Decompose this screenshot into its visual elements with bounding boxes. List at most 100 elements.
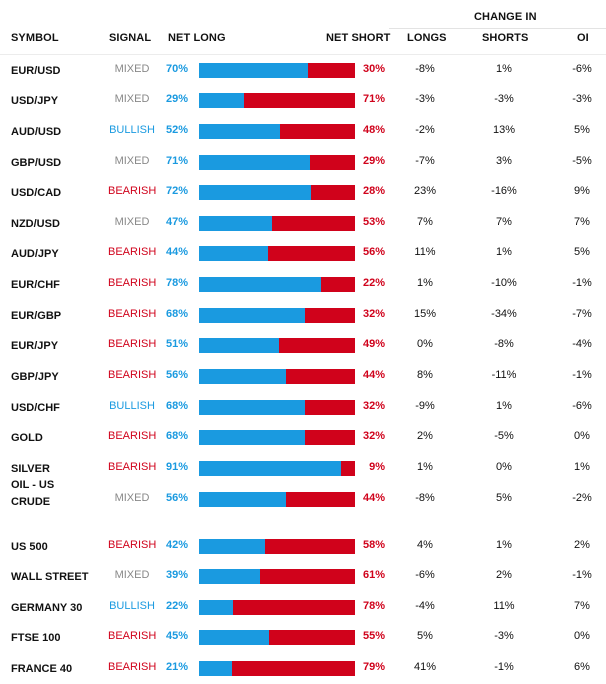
sentiment-bar[interactable] — [199, 246, 355, 261]
change-oi-value: -2% — [572, 492, 592, 504]
net-short-value: 22% — [362, 277, 385, 289]
sentiment-bar[interactable] — [199, 400, 355, 415]
net-long-value: 44% — [166, 246, 189, 258]
net-long-value: 72% — [166, 185, 189, 197]
header-divider — [0, 54, 606, 55]
signal-badge: BEARISH — [108, 308, 157, 320]
change-oi-value: -7% — [572, 308, 592, 320]
net-short-value: 78% — [362, 600, 385, 612]
sentiment-bar[interactable] — [199, 155, 355, 170]
net-long-fill — [199, 124, 281, 139]
net-long-fill — [199, 185, 312, 200]
change-oi-value: 7% — [574, 600, 590, 612]
net-long-fill — [199, 338, 279, 353]
change-longs-value: 1% — [417, 461, 433, 473]
sentiment-bar[interactable] — [199, 369, 355, 384]
change-oi-value: -4% — [572, 338, 592, 350]
net-short-value: 58% — [362, 539, 385, 551]
sentiment-bar[interactable] — [199, 630, 355, 645]
net-long-value: 52% — [166, 124, 189, 136]
change-longs-value: -8% — [415, 63, 435, 75]
change-oi-value: 1% — [574, 461, 590, 473]
change-oi-value: 6% — [574, 661, 590, 673]
symbol-label: AUD/USD — [11, 126, 62, 138]
net-long-fill — [199, 661, 232, 676]
change-shorts-value: -11% — [491, 369, 517, 381]
net-short-value: 79% — [362, 661, 385, 673]
sentiment-bar[interactable] — [199, 185, 355, 200]
change-longs-value: 41% — [413, 661, 437, 673]
change-shorts-value: 1% — [496, 539, 512, 551]
signal-badge: BEARISH — [108, 338, 157, 350]
symbol-label: EUR/GBP — [11, 310, 62, 322]
change-longs-value: -4% — [415, 600, 435, 612]
signal-badge: BEARISH — [108, 661, 157, 673]
sentiment-bar[interactable] — [199, 461, 355, 476]
change-shorts-value: -1% — [494, 661, 514, 673]
symbol-label: SILVER — [11, 463, 50, 475]
sentiment-bar[interactable] — [199, 93, 355, 108]
sentiment-bar[interactable] — [199, 338, 355, 353]
change-longs-value: -6% — [415, 569, 435, 581]
change-longs-value: 15% — [413, 308, 437, 320]
signal-badge: MIXED — [114, 155, 150, 167]
header-signal: SIGNAL — [109, 32, 152, 44]
change-longs-value: 0% — [417, 338, 433, 350]
net-short-value: 71% — [362, 93, 385, 105]
signal-badge: MIXED — [114, 569, 150, 581]
net-long-value: 56% — [166, 492, 189, 504]
signal-badge: BEARISH — [108, 277, 157, 289]
net-short-value: 56% — [362, 246, 385, 258]
net-long-value: 22% — [166, 600, 189, 612]
symbol-label: FRANCE 40 — [11, 663, 73, 675]
change-longs-value: -7% — [415, 155, 435, 167]
change-shorts-value: 2% — [496, 569, 512, 581]
net-long-fill — [199, 492, 287, 507]
change-longs-value: 23% — [413, 185, 437, 197]
sentiment-bar[interactable] — [199, 277, 355, 292]
symbol-label: EUR/CHF — [11, 279, 60, 291]
net-short-value: 32% — [362, 308, 385, 320]
sentiment-bar[interactable] — [199, 600, 355, 615]
sentiment-bar[interactable] — [199, 124, 355, 139]
signal-badge: BEARISH — [108, 630, 157, 642]
net-long-value: 68% — [166, 400, 189, 412]
net-long-value: 68% — [166, 308, 189, 320]
change-longs-value: -2% — [415, 124, 435, 136]
change-oi-value: 7% — [574, 216, 590, 228]
change-oi-value: 2% — [574, 539, 590, 551]
sentiment-bar[interactable] — [199, 492, 355, 507]
symbol-label: EUR/USD — [11, 65, 61, 77]
sentiment-bar[interactable] — [199, 216, 355, 231]
change-oi-value: -3% — [572, 93, 592, 105]
net-long-value: 29% — [166, 93, 189, 105]
symbol-label: USD/CAD — [11, 187, 62, 199]
net-short-value: 44% — [362, 492, 385, 504]
symbol-label: USD/JPY — [11, 95, 59, 107]
header-oi: OI — [577, 32, 589, 44]
change-oi-value: -6% — [572, 400, 592, 412]
net-long-value: 68% — [166, 430, 189, 442]
change-shorts-value: -10% — [491, 277, 517, 289]
change-longs-value: -9% — [415, 400, 435, 412]
change-oi-value: -1% — [572, 277, 592, 289]
change-longs-value: 1% — [417, 277, 433, 289]
change-longs-value: 2% — [417, 430, 433, 442]
sentiment-bar[interactable] — [199, 308, 355, 323]
net-short-value: 44% — [362, 369, 385, 381]
sentiment-bar[interactable] — [199, 569, 355, 584]
signal-badge: BULLISH — [109, 600, 155, 612]
change-oi-value: 0% — [574, 630, 590, 642]
sentiment-bar[interactable] — [199, 63, 355, 78]
net-long-fill — [199, 308, 306, 323]
sentiment-bar[interactable] — [199, 539, 355, 554]
net-long-fill — [199, 461, 341, 476]
sentiment-bar[interactable] — [199, 661, 355, 676]
change-oi-value: 5% — [574, 246, 590, 258]
change-in-divider — [389, 28, 606, 29]
sentiment-bar[interactable] — [199, 430, 355, 445]
net-long-fill — [199, 216, 273, 231]
change-longs-value: 11% — [414, 246, 436, 258]
signal-badge: BEARISH — [108, 369, 157, 381]
net-long-value: 51% — [166, 338, 189, 350]
